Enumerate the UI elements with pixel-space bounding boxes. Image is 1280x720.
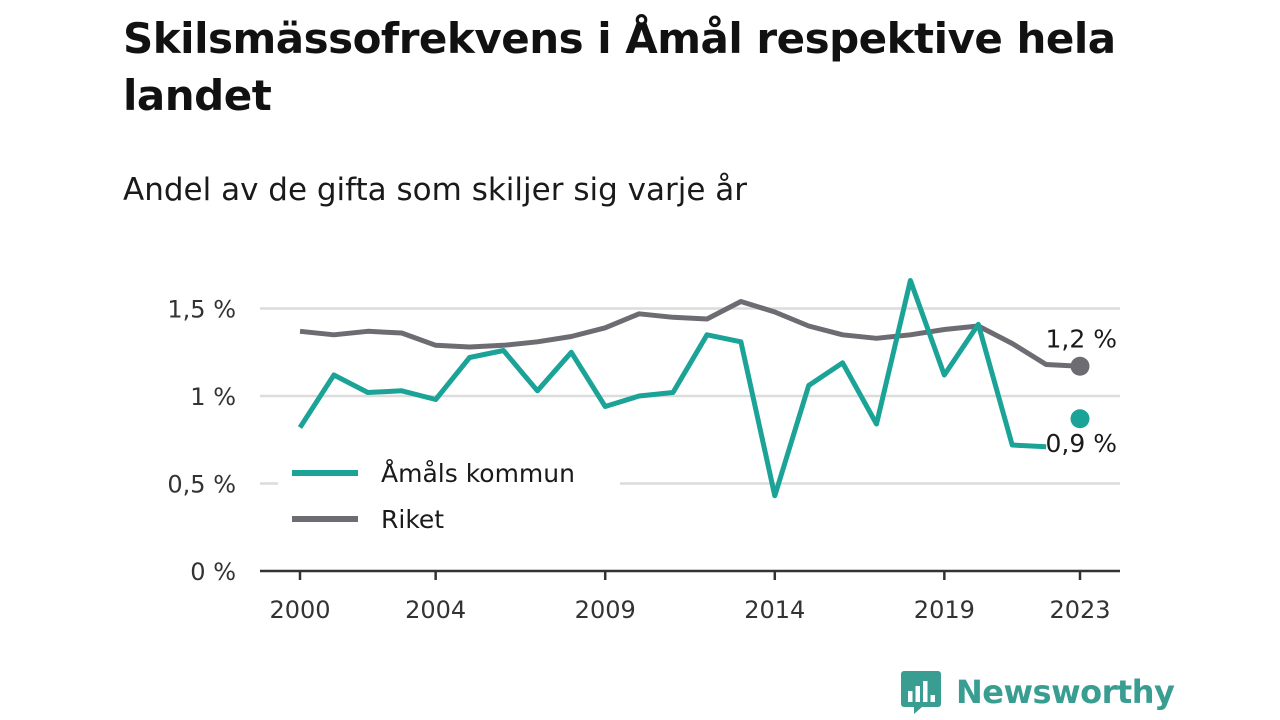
x-tick-label: 2009 — [575, 596, 636, 624]
y-tick-label: 1,5 % — [167, 296, 236, 324]
y-tick-label: 0,5 % — [167, 471, 236, 499]
x-tick-label: 2000 — [269, 596, 330, 624]
x-axis — [260, 569, 1120, 580]
series-lines — [297, 278, 1090, 499]
legend-background — [278, 446, 620, 544]
brand-name: Newsworthy — [956, 673, 1175, 711]
x-tick-label: 2023 — [1049, 596, 1110, 624]
chart-title: Skilsmässofrekvens i Åmål respektive hel… — [123, 14, 1116, 120]
x-tick-label: 2004 — [405, 596, 466, 624]
end-labels: 0,9 % 1,2 % — [1046, 324, 1117, 458]
series-line — [299, 299, 1081, 369]
end-point-marker — [1070, 356, 1090, 376]
end-point-marker — [1070, 409, 1090, 429]
newsworthy-brand: Newsworthy — [900, 668, 1175, 716]
x-axis-tick-labels: 2000 2004 2009 2014 2019 2023 — [269, 596, 1110, 624]
x-tick-label: 2014 — [744, 596, 805, 624]
legend: Åmåls kommun Riket — [278, 446, 620, 544]
end-value-label: 1,2 % — [1046, 324, 1117, 353]
legend-label: Riket — [381, 505, 444, 534]
end-value-label: 0,9 % — [1046, 429, 1117, 458]
series-line — [297, 278, 1047, 499]
y-axis-tick-labels: 0 % 0,5 % 1 % 1,5 % — [167, 296, 236, 587]
legend-label: Åmåls kommun — [381, 459, 575, 488]
bar-chart-speech-bubble-icon — [901, 671, 941, 714]
y-tick-label: 1 % — [190, 383, 236, 411]
chart-subtitle: Andel av de gifta som skiljer sig varje … — [123, 172, 747, 208]
x-tick-label: 2019 — [914, 596, 975, 624]
y-tick-label: 0 % — [190, 558, 236, 586]
